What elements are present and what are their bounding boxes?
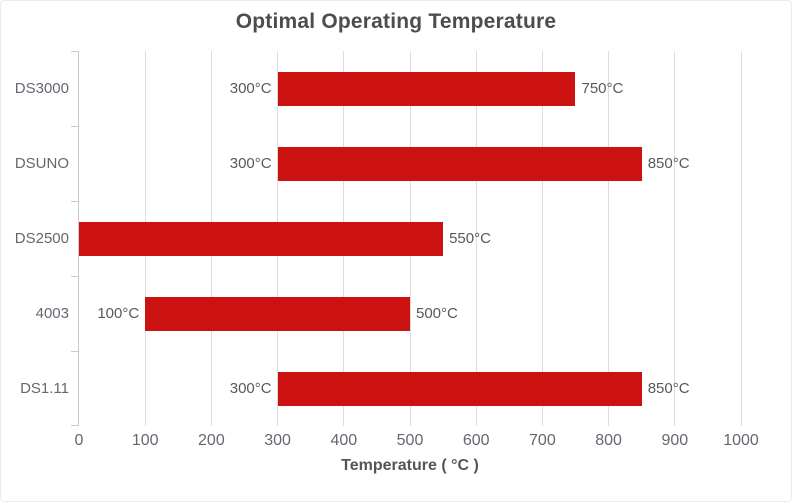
x-tick-label: 700 [529,432,556,449]
category-label: DSUNO [14,155,69,172]
range-bar[interactable] [277,371,642,406]
y-axis-tick [71,201,78,202]
bar-end-label: 500°C [416,305,458,322]
bar-start-label: 300°C [229,155,272,172]
y-axis-line [78,51,79,426]
grid-line [740,51,742,426]
chart-title: Optimal Operating Temperature [235,10,557,33]
bar-start-label: 300°C [229,380,272,397]
y-axis-tick [71,126,78,127]
bar-end-label: 550°C [449,230,491,247]
plot-area: 0 100 200 300 400 500 600 700 800 900 1000 DS3000 30… [15,51,759,449]
x-tick-label: 100 [131,432,159,449]
y-axis-tick [71,351,78,352]
category-label: 4003 [35,305,69,322]
range-bar[interactable] [145,296,410,331]
bar-start-label: 300°C [229,80,272,97]
x-tick-label: 600 [462,432,490,449]
bar-start-label: 100°C [97,305,140,322]
y-axis-tick [71,276,78,277]
bar-end-label: 750°C [581,80,624,97]
bar-end-label: 850°C [647,155,690,172]
x-tick-label: 0 [74,432,84,449]
range-bar[interactable] [79,221,444,256]
bar-end-label: 850°C [647,380,690,397]
grid-line [608,51,610,426]
y-axis-tick [71,51,78,52]
x-tick-label: 900 [661,432,689,449]
x-tick-label: 800 [595,432,622,449]
range-bar[interactable] [277,71,576,106]
x-axis-title: Temperature ( °C ) [341,457,479,474]
grid-line [674,51,676,426]
x-tick-label: 200 [198,432,225,449]
grid-line [475,51,477,426]
x-tick-label: 400 [330,432,358,449]
range-bar[interactable] [277,146,642,181]
x-tick-label: 300 [264,432,291,449]
x-tick-label: 1000 [723,432,759,449]
category-label: DS1.11 [20,380,69,397]
category-label: DS2500 [14,230,69,247]
y-axis-tick [71,425,78,426]
category-label: DS3000 [14,80,69,97]
grid-line [541,51,543,426]
x-tick-label: 500 [396,432,424,449]
